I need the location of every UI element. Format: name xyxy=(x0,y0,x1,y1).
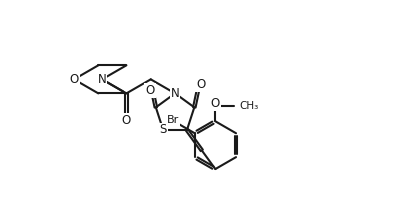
Text: O: O xyxy=(211,97,220,110)
Text: N: N xyxy=(171,87,179,100)
Text: O: O xyxy=(122,114,131,127)
Text: CH₃: CH₃ xyxy=(240,101,259,111)
Text: S: S xyxy=(160,124,167,136)
Text: O: O xyxy=(196,78,205,91)
Text: N: N xyxy=(98,73,107,86)
Text: Br: Br xyxy=(167,115,179,125)
Text: O: O xyxy=(145,84,155,97)
Text: O: O xyxy=(69,73,79,86)
